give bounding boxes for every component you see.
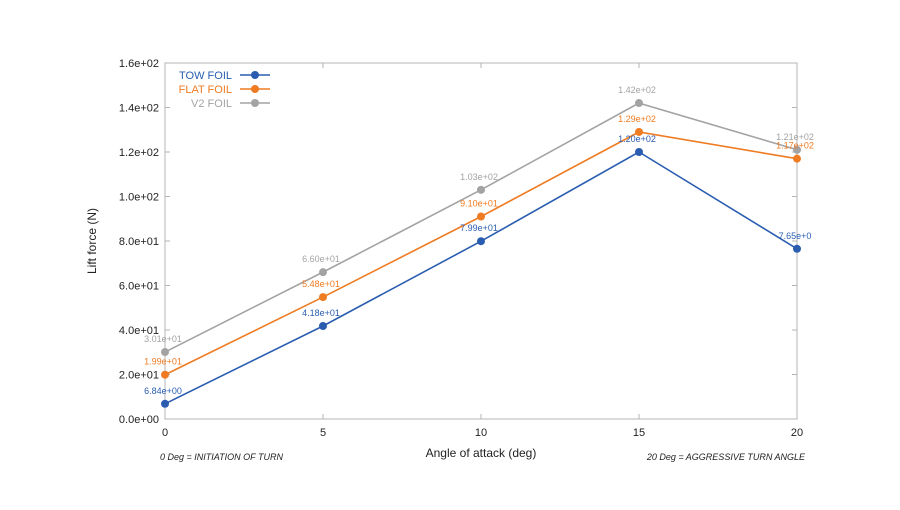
y-tick-label: 1.6e+02 (119, 58, 159, 70)
data-label: 6.60e+01 (302, 254, 340, 264)
data-point (319, 321, 327, 330)
y-tick-label: 1.0e+02 (119, 192, 159, 204)
data-point (319, 268, 327, 277)
x-tick-label: 15 (633, 427, 645, 439)
legend-label: V2 FOIL (191, 98, 232, 110)
x-axis: 0 5 10 15 20 (162, 63, 803, 439)
data-point (161, 399, 169, 408)
legend-swatch-marker (251, 71, 259, 79)
data-point (793, 154, 801, 163)
legend-swatch-marker (251, 85, 259, 93)
x-tick-label: 10 (475, 427, 487, 439)
legend: TOW FOIL FLAT FOIL V2 FOIL (179, 70, 270, 110)
data-label: 1.21e+02 (776, 132, 814, 142)
data-point (477, 185, 485, 194)
y-tick-label: 0.0e+00 (119, 414, 159, 426)
data-point (161, 370, 169, 379)
data-label: 1.29e+02 (618, 114, 656, 124)
data-point (477, 237, 485, 246)
y-tick-label: 8.0e+01 (119, 236, 159, 248)
annotation-left: 0 Deg = INITIATION OF TURN (160, 452, 283, 462)
data-label: 5.48e+01 (302, 279, 340, 289)
y-axis-label: Lift force (N) (85, 208, 99, 274)
data-label: 7.65e+0 (779, 231, 812, 241)
data-point (635, 99, 643, 108)
data-label: 1.03e+02 (460, 172, 498, 182)
x-tick-label: 5 (320, 427, 326, 439)
y-tick-label: 2.0e+01 (119, 370, 159, 382)
data-point (635, 148, 643, 156)
data-point (635, 127, 643, 136)
y-tick-label: 1.4e+02 (119, 103, 159, 115)
y-axis: 0.0e+00 2.0e+01 4.0e+01 6.0e+01 8.0e+01 1.0e+… (119, 58, 797, 426)
data-label: 9.10e+01 (460, 199, 498, 209)
series-line (164, 131, 798, 376)
legend-label: TOW FOIL (179, 70, 232, 82)
y-tick-label: 4.0e+01 (119, 325, 159, 337)
data-label: 1.17e+02 (776, 141, 814, 151)
data-label: 1.20e+02 (618, 134, 656, 144)
y-tick-label: 6.0e+01 (119, 281, 159, 293)
data-point (793, 244, 801, 253)
x-tick-label: 20 (791, 427, 803, 439)
data-label: 7.99e+01 (460, 223, 498, 233)
y-tick-label: 1.2e+02 (119, 147, 159, 159)
data-label: 4.18e+01 (302, 308, 340, 318)
data-label: 1.42e+02 (618, 85, 656, 95)
data-point (161, 348, 169, 357)
data-point (477, 212, 485, 221)
data-label: 6.84e+00 (144, 386, 182, 396)
data-point (793, 145, 801, 154)
data-label: 3.01e+01 (144, 334, 182, 344)
annotation-right: 20 Deg = AGGRESSIVE TURN ANGLE (646, 452, 805, 462)
series-layer: 3.01e+01 6.60e+01 1.03e+02 1.42e+02 1.21e+02… (144, 85, 814, 408)
legend-label: FLAT FOIL (179, 84, 232, 96)
x-tick-label: 0 (162, 427, 168, 439)
legend-swatch-marker (251, 99, 259, 107)
data-point (319, 293, 327, 302)
x-axis-label: Angle of attack (deg) (426, 446, 537, 460)
data-label: 1.99e+01 (144, 357, 182, 367)
